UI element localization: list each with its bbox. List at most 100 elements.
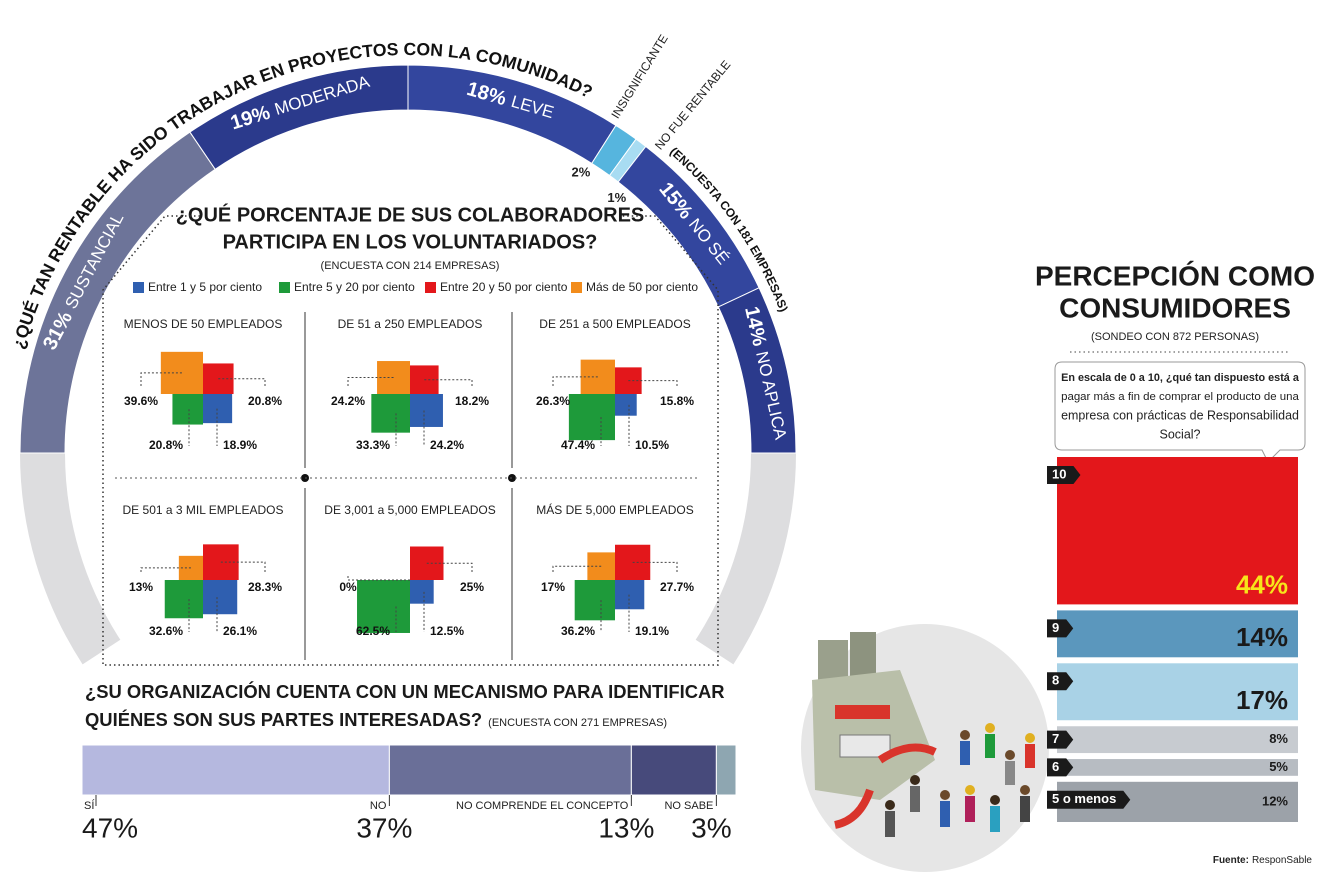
question: Social? [1160, 427, 1201, 441]
category-label: 8 [1052, 673, 1059, 688]
connector [220, 561, 266, 574]
square [410, 394, 443, 427]
chart-title: CONSUMIDORES [1059, 292, 1291, 323]
connector [426, 562, 473, 574]
legend-swatch [425, 282, 436, 293]
category-tag [1047, 619, 1074, 638]
category-label: NO [370, 800, 387, 812]
legend-swatch [571, 282, 582, 293]
bar-segment [1057, 610, 1298, 658]
connector [347, 574, 410, 581]
square [203, 394, 233, 424]
value-label: 3% [691, 812, 731, 843]
person-head [1005, 750, 1015, 760]
bar-segment [715, 744, 737, 796]
value-label: 28.3% [248, 580, 282, 594]
panel-title: MÁS DE 5,000 EMPLEADOS [536, 502, 693, 517]
value-label: 17% [541, 580, 565, 594]
value-label: 24.2% [430, 438, 464, 452]
person-body [985, 734, 995, 758]
value-label: 8% [1269, 731, 1288, 746]
bar-segment [1057, 457, 1298, 605]
value-label: 20.8% [248, 394, 282, 408]
illustration-robot-mouth [839, 734, 891, 758]
value-label: 26.3% [536, 394, 570, 408]
person-head [990, 795, 1000, 805]
connector [632, 561, 678, 574]
category-label: SÍ [84, 799, 95, 812]
legend-label: Entre 20 y 50 por ciento [440, 280, 568, 294]
square [203, 580, 238, 615]
category-label: 10 [1052, 466, 1066, 481]
square [410, 580, 434, 604]
value-label: 13% [129, 580, 153, 594]
value-label: 10.5% [635, 438, 669, 452]
arc-segment [717, 287, 797, 454]
person-head [960, 730, 970, 740]
bar-segment [388, 744, 632, 796]
arc-decoration [20, 453, 121, 665]
bar-segment [630, 744, 717, 796]
question: En escala de 0 a 10, ¿qué tan dispuesto … [1061, 372, 1300, 384]
arc-value-label: 2% [571, 165, 590, 180]
connector [140, 372, 182, 388]
value-label: 26.1% [223, 624, 257, 638]
category-label: 6 [1052, 759, 1059, 774]
value-label: 18.2% [455, 394, 489, 408]
panel-title: DE 251 a 500 EMPLEADOS [539, 317, 690, 331]
value-label: 33.3% [356, 438, 390, 452]
person-head [885, 800, 895, 810]
source-text: ResponSable [1252, 855, 1312, 866]
arc-value-label: 1% [607, 190, 626, 205]
arc-category-label: NO FUE RENTABLE [652, 58, 733, 153]
arc-category-label: INSIGNIFICANTE [608, 32, 670, 121]
category-tag [1047, 672, 1074, 691]
connector [347, 377, 394, 388]
legend-swatch [133, 282, 144, 293]
chart-title: ¿SU ORGANIZACIÓN CUENTA CON UN MECANISMO… [85, 681, 725, 702]
person-head [940, 790, 950, 800]
value-label: 5% [1269, 759, 1288, 774]
category-tag [1047, 758, 1074, 777]
value-label: 37% [356, 812, 412, 843]
value-label: 0% [339, 580, 357, 594]
person-head [1020, 785, 1030, 795]
value-label: 32.6% [149, 624, 183, 638]
value-label: 14% [1236, 622, 1288, 652]
person-body [940, 801, 950, 827]
person-body [960, 741, 970, 765]
person-head [1025, 733, 1035, 743]
value-label: 39.6% [124, 394, 158, 408]
person-body [1025, 744, 1035, 768]
bar-segment [1057, 759, 1298, 776]
connector [552, 376, 598, 388]
connector [218, 378, 266, 388]
speech-bubble [1054, 361, 1306, 463]
panel-title: MENOS DE 50 EMPLEADOS [124, 317, 283, 331]
person-body [885, 811, 895, 837]
value-label: 47.4% [561, 438, 595, 452]
question: empresa con prácticas de Responsabilidad [1061, 408, 1299, 422]
category-label: 9 [1052, 620, 1059, 635]
category-tag [1047, 730, 1074, 749]
source: Fuente: ResponSable [1213, 855, 1313, 866]
question: pagar más a fin de comprar el producto d… [1061, 391, 1299, 403]
person-head [985, 723, 995, 733]
square [357, 580, 410, 633]
legend-label: Entre 5 y 20 por ciento [294, 280, 415, 294]
person-body [1020, 796, 1030, 822]
bar-segment [81, 744, 390, 796]
chart-title: QUIÉNES SON SUS PARTES INTERESADAS? [85, 709, 482, 730]
value-label: 18.9% [223, 438, 257, 452]
value-label: 12.5% [430, 624, 464, 638]
category-tag [1047, 466, 1081, 484]
legend-label: Entre 1 y 5 por ciento [148, 280, 262, 294]
person-body [910, 786, 920, 812]
square [574, 580, 615, 621]
person-body [1005, 761, 1015, 785]
illustration [801, 624, 1049, 872]
connector [552, 565, 602, 574]
chart-title: ¿QUÉ PORCENTAJE DE SUS COLABORADORES [176, 203, 645, 226]
arc-segment [189, 64, 409, 171]
